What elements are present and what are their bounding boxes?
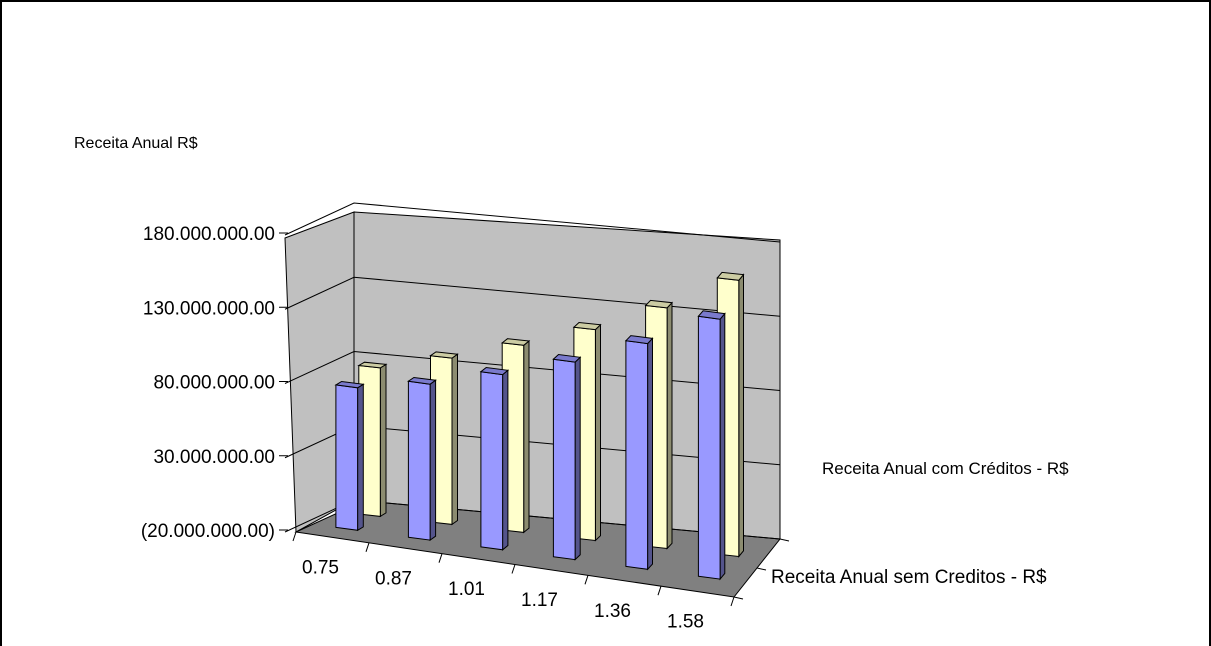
bar-front-face <box>697 315 721 580</box>
y-tick-label: 130.000.000.00 <box>143 298 275 319</box>
bar <box>624 335 654 571</box>
y-tick-label: 180.000.000.00 <box>143 224 275 245</box>
bar-front-face <box>480 371 504 551</box>
gridline <box>284 202 781 243</box>
x-tick-mark <box>292 531 297 542</box>
gridline <box>284 276 781 317</box>
bar <box>697 310 726 581</box>
bar-side-face <box>502 369 509 551</box>
y-tick-label: 80.000.000.00 <box>153 373 275 394</box>
x-tick-mark <box>584 575 589 585</box>
bar-side-face <box>594 323 601 542</box>
bar-side-face <box>379 363 387 518</box>
x-tick-label: 0.87 <box>375 568 412 589</box>
bar <box>552 353 582 561</box>
bar-front-face <box>407 380 431 541</box>
x-tick-label: 1.01 <box>448 579 485 600</box>
bar-front-face <box>335 384 359 531</box>
bar-side-face <box>647 337 653 571</box>
bar-top-face <box>500 338 531 346</box>
x-tick-mark <box>730 596 735 607</box>
bar-top-face <box>552 353 582 363</box>
x-tick-mark <box>657 586 662 596</box>
bars <box>334 271 745 581</box>
bar-side-face <box>451 353 458 526</box>
series-label-sem-creditos: Receita Anual sem Creditos - R$ <box>771 567 1047 588</box>
x-tick-mark <box>511 564 516 574</box>
x-tick-label: 0.75 <box>302 557 339 578</box>
depth-tick-mark <box>756 567 767 571</box>
bar-side-face <box>357 383 364 532</box>
bar-top-face <box>624 335 654 345</box>
bar-side-face <box>738 273 744 558</box>
depth-tick-mark <box>733 596 744 600</box>
bar-top-face <box>429 351 459 359</box>
bar-top-face <box>479 366 510 376</box>
depth-tick-mark <box>779 538 790 542</box>
x-axis-ticks: 0.75 0.87 1.01 1.17 1.36 1.58 <box>292 531 790 633</box>
bar-top-face <box>572 321 602 331</box>
bar-front-face <box>625 340 649 570</box>
bar-side-face <box>574 356 581 561</box>
bar-side-face <box>666 301 673 550</box>
bar-side-face <box>429 379 437 542</box>
bar-front-face <box>552 358 576 561</box>
x-tick-mark <box>365 542 370 552</box>
x-tick-mark <box>438 553 443 563</box>
y-axis-ticks: (20.000.000.00) 30.000.000.00 80.000.000.0… <box>141 224 288 542</box>
bar <box>479 366 510 551</box>
bar-top-face <box>644 299 674 309</box>
x-tick-label: 1.36 <box>594 601 631 622</box>
bar-top-face <box>697 310 726 320</box>
y-axis-title: Receita Anual R$ <box>74 135 198 152</box>
bar-top-face <box>407 376 437 385</box>
bar <box>334 380 365 532</box>
y-tick-label: (20.000.000.00) <box>141 521 275 542</box>
bar-top-face <box>357 361 388 369</box>
series-label-com-creditos: Receita Anual com Créditos - R$ <box>822 459 1069 478</box>
bar <box>407 376 437 542</box>
y-tick-label: 30.000.000.00 <box>153 447 275 468</box>
bar-top-face <box>334 380 365 389</box>
x-tick-label: 1.58 <box>667 612 704 633</box>
bar-top-face <box>716 271 745 281</box>
x-tick-label: 1.17 <box>521 590 558 611</box>
bar-side-face <box>719 312 726 581</box>
bar-side-face <box>523 339 530 534</box>
bar <box>357 361 388 518</box>
